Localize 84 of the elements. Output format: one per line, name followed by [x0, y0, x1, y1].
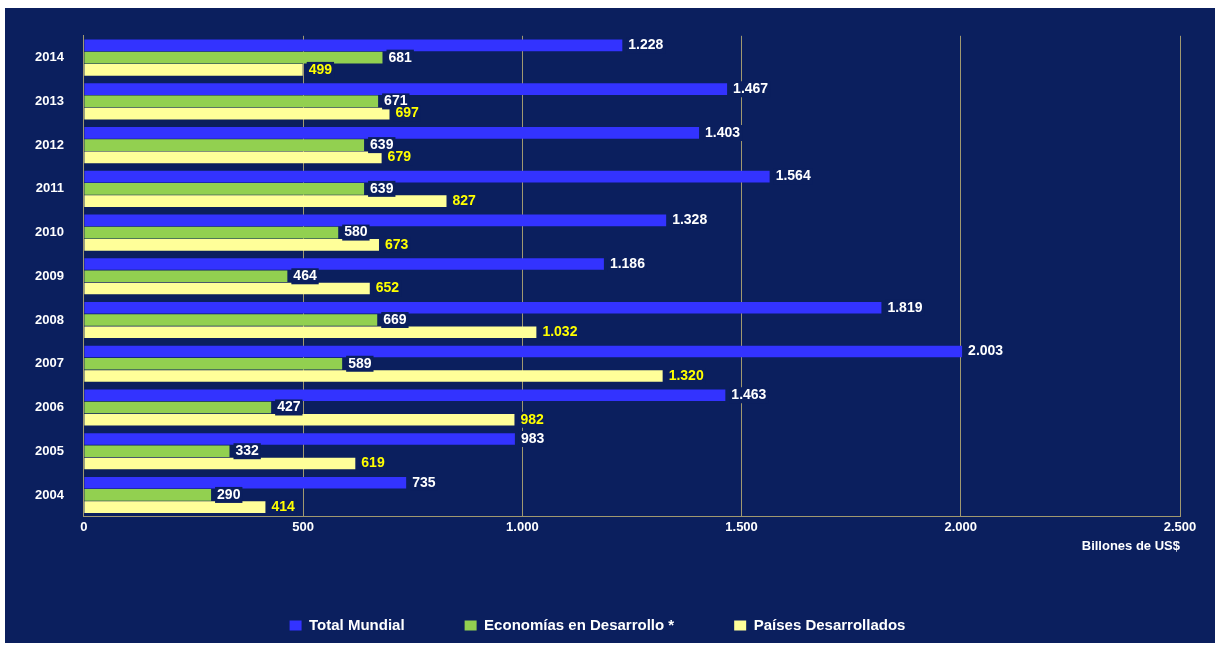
data-label: 673: [384, 235, 409, 252]
data-label: 499: [308, 60, 333, 77]
bar: [84, 433, 515, 445]
y-tick-label: 2014: [35, 49, 65, 65]
bar: [84, 413, 515, 426]
y-tick-label: 2011: [35, 180, 64, 196]
data-label: 983: [520, 429, 545, 446]
data-label: 1.467: [733, 80, 769, 97]
data-label: 1.228: [628, 36, 664, 53]
data-label: 414: [271, 498, 295, 515]
y-tick-label: 2010: [35, 224, 64, 240]
bar: [84, 258, 604, 270]
bar: [84, 195, 447, 207]
data-label: 735: [412, 473, 436, 490]
data-label: 427: [277, 398, 301, 415]
bar: [84, 301, 882, 314]
y-tick-label: 2005: [35, 442, 64, 458]
bar: [84, 226, 339, 239]
bar: [84, 51, 383, 64]
data-label: 639: [370, 179, 394, 196]
bar: [84, 401, 272, 414]
data-label: 332: [235, 442, 260, 459]
x-tick-label: 2.000: [944, 519, 978, 535]
y-tick-label: 2007: [35, 355, 64, 371]
bar: [84, 83, 728, 95]
data-label: 1.032: [542, 323, 578, 340]
x-tick-label: 0: [80, 519, 88, 535]
bar: [84, 389, 726, 402]
data-label: 1.328: [672, 211, 708, 228]
bar: [84, 501, 266, 513]
data-label: 982: [520, 410, 545, 427]
data-label: 1.463: [731, 386, 767, 403]
x-tick-label: 1.500: [725, 519, 758, 535]
data-label: 1.320: [668, 366, 704, 383]
y-tick-label: 2006: [35, 399, 64, 415]
y-tick-label: 2009: [35, 267, 64, 283]
bar: [84, 139, 365, 151]
data-label: 639: [370, 135, 394, 152]
bar: [84, 326, 537, 339]
data-label: 619: [361, 454, 385, 471]
bar: [84, 170, 770, 183]
bar: [84, 270, 288, 283]
data-label: 652: [375, 279, 400, 296]
bar: [84, 445, 230, 458]
bar: [84, 357, 343, 370]
x-axis-title: Billones de US$: [1081, 537, 1181, 553]
data-label: 1.186: [609, 254, 646, 271]
x-tick-label: 2.500: [1163, 519, 1197, 535]
bar: [84, 314, 378, 326]
data-label: 2.003: [968, 342, 1004, 359]
data-label: 669: [383, 310, 407, 327]
bar: [84, 64, 303, 76]
bar: [84, 39, 623, 52]
y-tick-label: 2012: [35, 136, 64, 152]
bar: [84, 127, 700, 139]
bar: [84, 183, 365, 195]
data-label: 290: [217, 485, 241, 502]
x-tick-label: 500: [292, 519, 314, 535]
data-label: 464: [293, 267, 317, 284]
bar: [84, 282, 370, 295]
x-tick-label: 1.000: [506, 519, 539, 535]
data-label: 1.403: [705, 123, 741, 140]
legend-label: Países Desarrollados: [753, 615, 906, 633]
bar: [84, 239, 379, 251]
bar: [84, 107, 390, 120]
bar: [84, 214, 667, 227]
y-tick-label: 2004: [35, 486, 65, 502]
data-label: 827: [452, 191, 477, 208]
legend-label: Economías en Desarrollo *: [484, 615, 675, 633]
legend-label: Total Mundial: [309, 615, 405, 633]
data-label: 1.564: [775, 167, 811, 184]
bar: [84, 151, 382, 164]
bar: [84, 476, 407, 489]
bar: [84, 345, 963, 358]
bar: [84, 370, 663, 382]
data-label: 1.819: [887, 298, 923, 315]
bar: [84, 457, 356, 470]
y-tick-label: 2008: [35, 311, 64, 327]
bar: [84, 95, 379, 108]
data-label: 681: [388, 48, 413, 65]
data-label: 589: [348, 354, 372, 371]
data-label: 580: [344, 223, 368, 240]
bar: [84, 489, 212, 501]
y-tick-label: 2013: [35, 92, 64, 108]
